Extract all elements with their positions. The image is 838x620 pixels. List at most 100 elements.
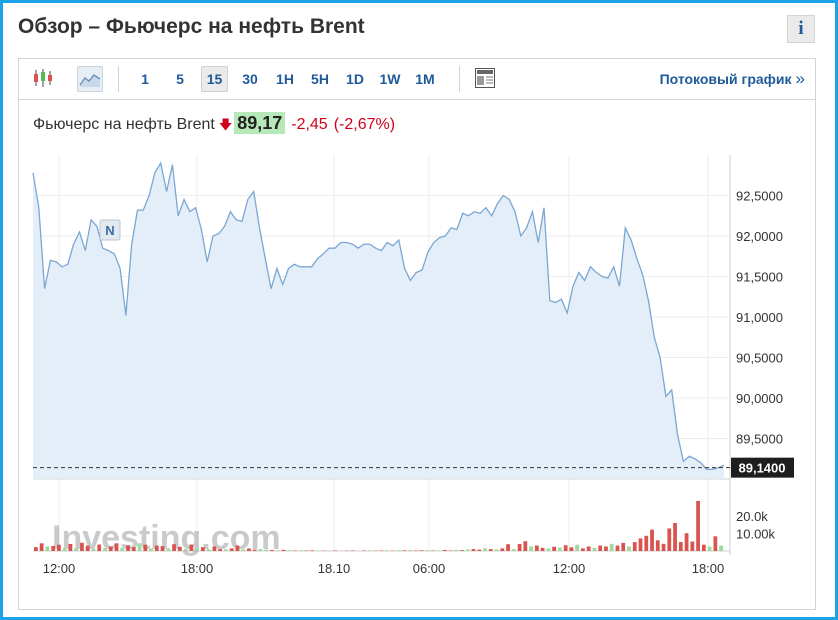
volume-bar (678, 542, 683, 551)
info-button[interactable]: i (787, 15, 815, 43)
timeframe-1w[interactable]: 1W (379, 71, 401, 87)
volume-bar (437, 550, 441, 551)
volume-bar (529, 546, 533, 551)
stream-chart-label: Потоковый график (659, 71, 792, 87)
volume-bar (85, 545, 90, 551)
volume-bar (540, 547, 545, 551)
x-tick-label: 18:00 (692, 561, 725, 576)
volume-bar (62, 548, 67, 551)
volume-bar (149, 548, 153, 551)
area-chart-icon[interactable] (77, 66, 103, 92)
volume-bar (247, 548, 251, 551)
volume-bar (241, 549, 246, 551)
volume-bar (57, 544, 61, 551)
volume-bar (408, 549, 413, 551)
volume-bar (592, 547, 597, 551)
x-tick-label: 18.10 (318, 561, 351, 576)
volume-bar (154, 545, 159, 551)
volume-bar (80, 542, 84, 551)
x-tick-label: 12:00 (553, 561, 586, 576)
volume-bars (34, 500, 723, 551)
volume-bar (252, 549, 257, 551)
volume-bar (172, 544, 176, 551)
volume-bar (126, 545, 130, 551)
timeframe-5h[interactable]: 5H (311, 71, 329, 87)
timeframe-1m[interactable]: 1M (415, 71, 435, 87)
volume-bar (183, 548, 188, 551)
volume-bar (448, 550, 453, 551)
volume-bar (621, 542, 626, 551)
y-tick-label: 90,5000 (736, 351, 783, 366)
volume-bar (333, 550, 338, 551)
volume-bar (270, 549, 274, 551)
candlestick-icon[interactable] (31, 66, 57, 92)
stream-chart-link[interactable]: Потоковый график» (660, 66, 805, 92)
volume-bar (575, 544, 580, 551)
y-tick-label: 90,0000 (736, 391, 783, 406)
volume-bar (385, 550, 390, 551)
volume-bar (511, 549, 516, 551)
last-value-label-group: 89,1400 (731, 457, 794, 478)
volume-bar (137, 543, 142, 551)
volume-bar (362, 550, 366, 551)
quote-line: Фьючерс на нефть Brent 🡇 89,17 -2,45 (-2,67%… (33, 112, 396, 138)
volume-bar (707, 546, 712, 551)
event-marker-box (99, 219, 121, 241)
timeframe-15[interactable]: 15 (201, 66, 228, 92)
timeframe-5[interactable]: 5 (176, 71, 184, 87)
price-change-percent: (-2,67%) (333, 116, 396, 133)
last-value-box (731, 457, 794, 478)
volume-bar (327, 550, 332, 551)
timeframe-1[interactable]: 1 (141, 71, 149, 87)
volume-bar (68, 544, 73, 551)
volume-bar (500, 548, 505, 551)
volume-bar (200, 547, 205, 551)
y-tick-label: 91,5000 (736, 270, 783, 285)
volume-bar (91, 548, 96, 551)
volume-bar (34, 547, 38, 551)
volume-bar (673, 523, 677, 551)
volume-bar (229, 548, 234, 551)
volume-bar (609, 543, 614, 551)
volume-bar (114, 543, 119, 551)
volume-bar (632, 542, 637, 551)
volume-bar (627, 546, 631, 551)
volume-bar (281, 549, 286, 551)
volume-bar (661, 543, 666, 551)
volume-bar (379, 550, 384, 551)
y-tick-label: 89,5000 (736, 432, 783, 447)
volume-bar (120, 547, 125, 551)
y-tick-label: 91,0000 (736, 310, 783, 325)
volume-bar (108, 546, 113, 551)
volume-bar (506, 544, 510, 551)
volume-bar (655, 540, 660, 551)
volume-bar (454, 549, 459, 551)
timeframe-30[interactable]: 30 (242, 71, 258, 87)
price-line (32, 161, 725, 470)
toolbar-separator (118, 66, 119, 92)
volume-bar (488, 549, 493, 551)
volume-bar (177, 546, 182, 551)
volume-bar (316, 550, 320, 551)
volume-bar (471, 549, 476, 551)
volume-bar (517, 544, 522, 551)
timeframe-1h[interactable]: 1H (276, 71, 294, 87)
volume-bar (166, 548, 171, 551)
volume-bar (563, 545, 568, 551)
volume-bar (51, 545, 56, 551)
volume-bar (494, 549, 499, 551)
volume-bar (690, 541, 695, 551)
x-tick-label: 18:00 (181, 561, 214, 576)
volume-bar (604, 546, 608, 551)
volume-bar (39, 543, 44, 551)
double-chevron-right-icon: » (795, 69, 805, 88)
volume-bar (103, 548, 107, 551)
timeframe-1d[interactable]: 1D (346, 71, 364, 87)
page-layout-icon[interactable] (473, 66, 499, 92)
volume-bar (586, 546, 591, 551)
volume-bar (460, 550, 464, 551)
last-value-label: 89,1400 (739, 461, 786, 476)
volume-bar (304, 550, 309, 551)
